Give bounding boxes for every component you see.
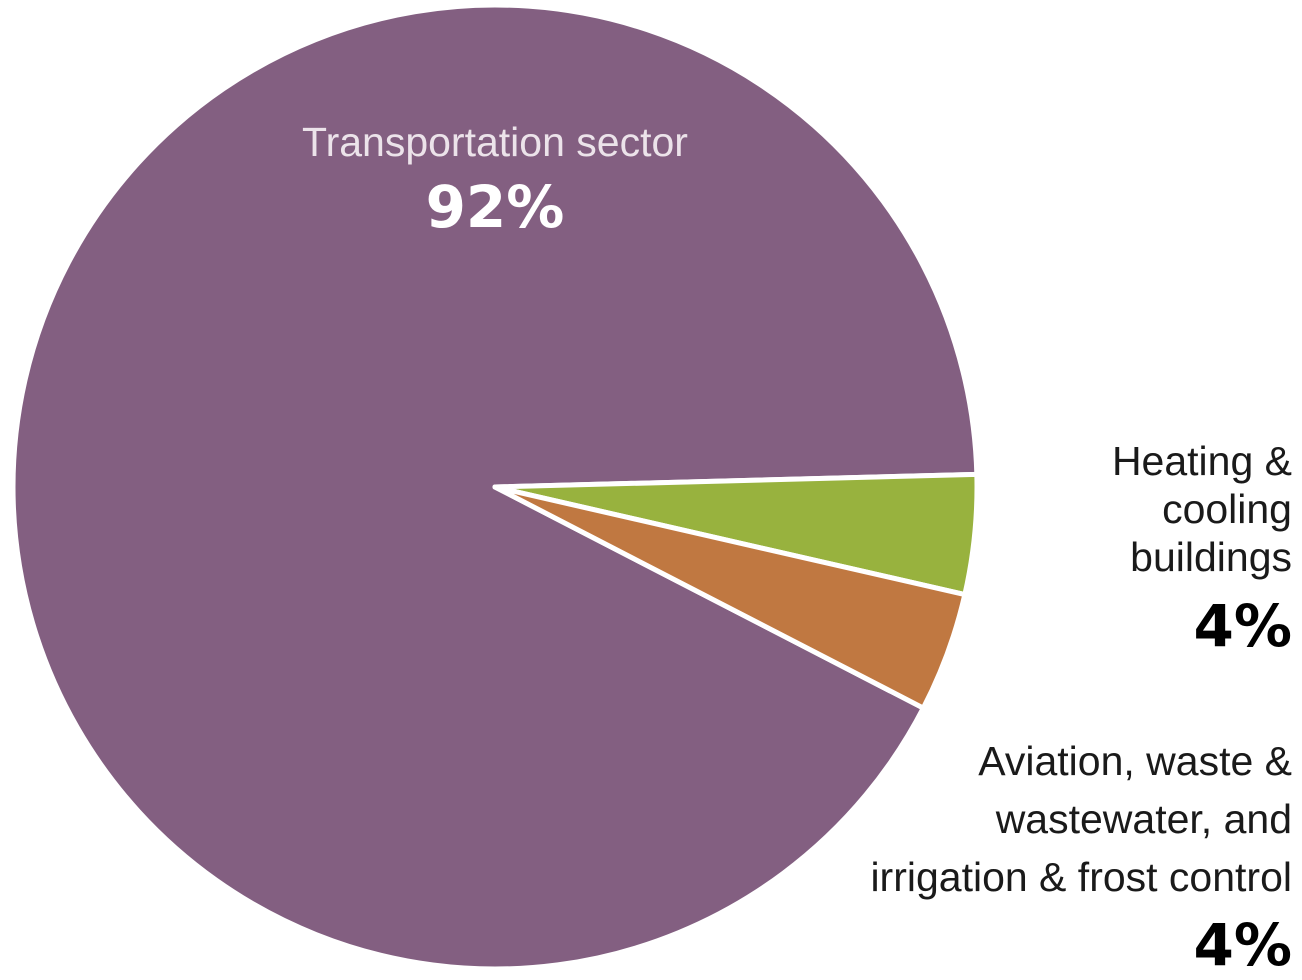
slice-value-transportation: 92%: [425, 173, 565, 241]
slice-value-aviation-waste: 4%: [1193, 911, 1292, 979]
slice-name-transportation: Transportation sector: [302, 119, 688, 165]
slice-name-aviation-waste: Aviation, waste & wastewater, and irriga…: [870, 738, 1292, 900]
slice-value-heating-cooling: 4%: [1193, 592, 1292, 660]
pie-slice-aviation-waste: [492, 484, 968, 711]
slice-label-heating-cooling: Heating & cooling buildings 4%: [872, 437, 1292, 661]
slice-label-transportation: Transportation sector 92%: [245, 118, 745, 242]
slice-name-heating-cooling: Heating & cooling buildings: [1111, 438, 1292, 580]
slice-label-aviation-waste: Aviation, waste & wastewater, and irriga…: [772, 732, 1292, 980]
